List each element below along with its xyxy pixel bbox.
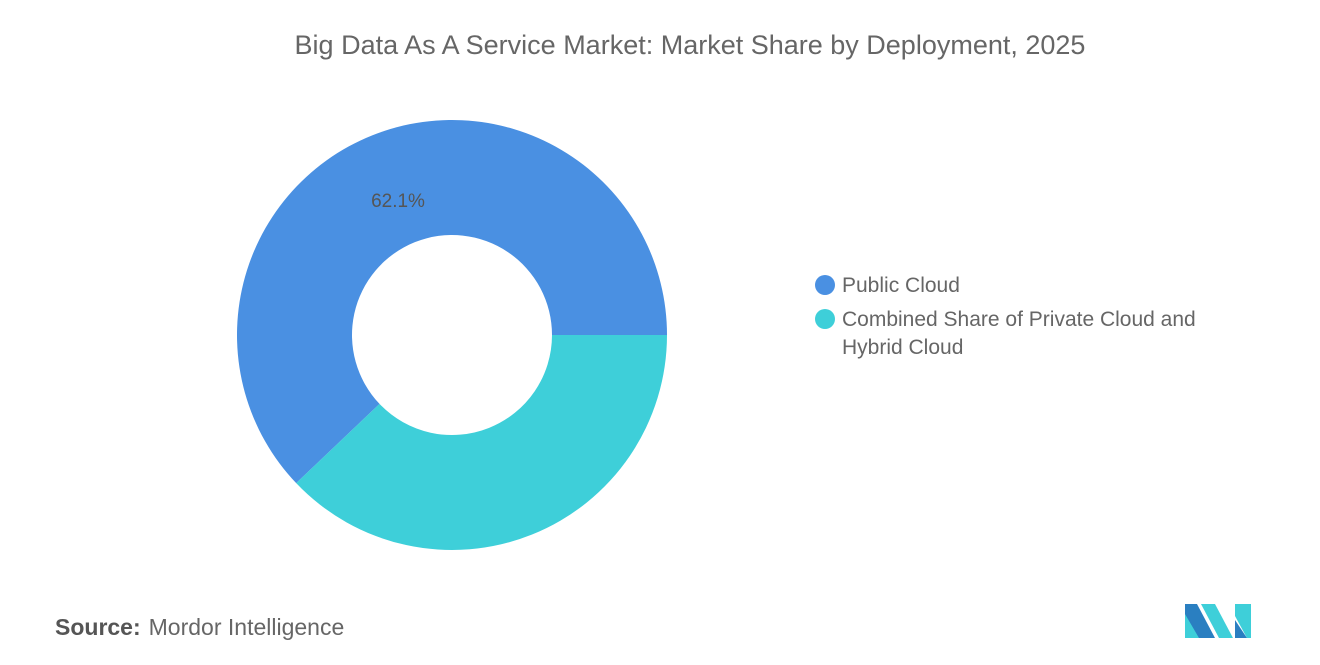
legend-item-private-hybrid: Combined Share of Private Cloud and Hybr…	[815, 306, 1245, 362]
donut-slice-0	[237, 119, 667, 484]
legend-swatch	[815, 309, 835, 329]
legend: Public Cloud Combined Share of Private C…	[815, 272, 1245, 368]
source-value: Mordor Intelligence	[148, 614, 345, 640]
data-label-public-cloud: 62.1%	[371, 191, 425, 212]
legend-swatch	[815, 275, 835, 295]
mordor-logo	[1185, 604, 1251, 638]
legend-item-public-cloud: Public Cloud	[815, 272, 1245, 300]
donut-slice-1	[296, 335, 667, 550]
source-note: Source: Mordor Intelligence	[55, 614, 344, 641]
legend-label: Public Cloud	[842, 274, 960, 297]
source-label: Source:	[55, 614, 141, 640]
legend-label: Combined Share of Private Cloud and Hybr…	[842, 308, 1196, 359]
chart-title: Big Data As A Service Market: Market Sha…	[294, 30, 1086, 60]
